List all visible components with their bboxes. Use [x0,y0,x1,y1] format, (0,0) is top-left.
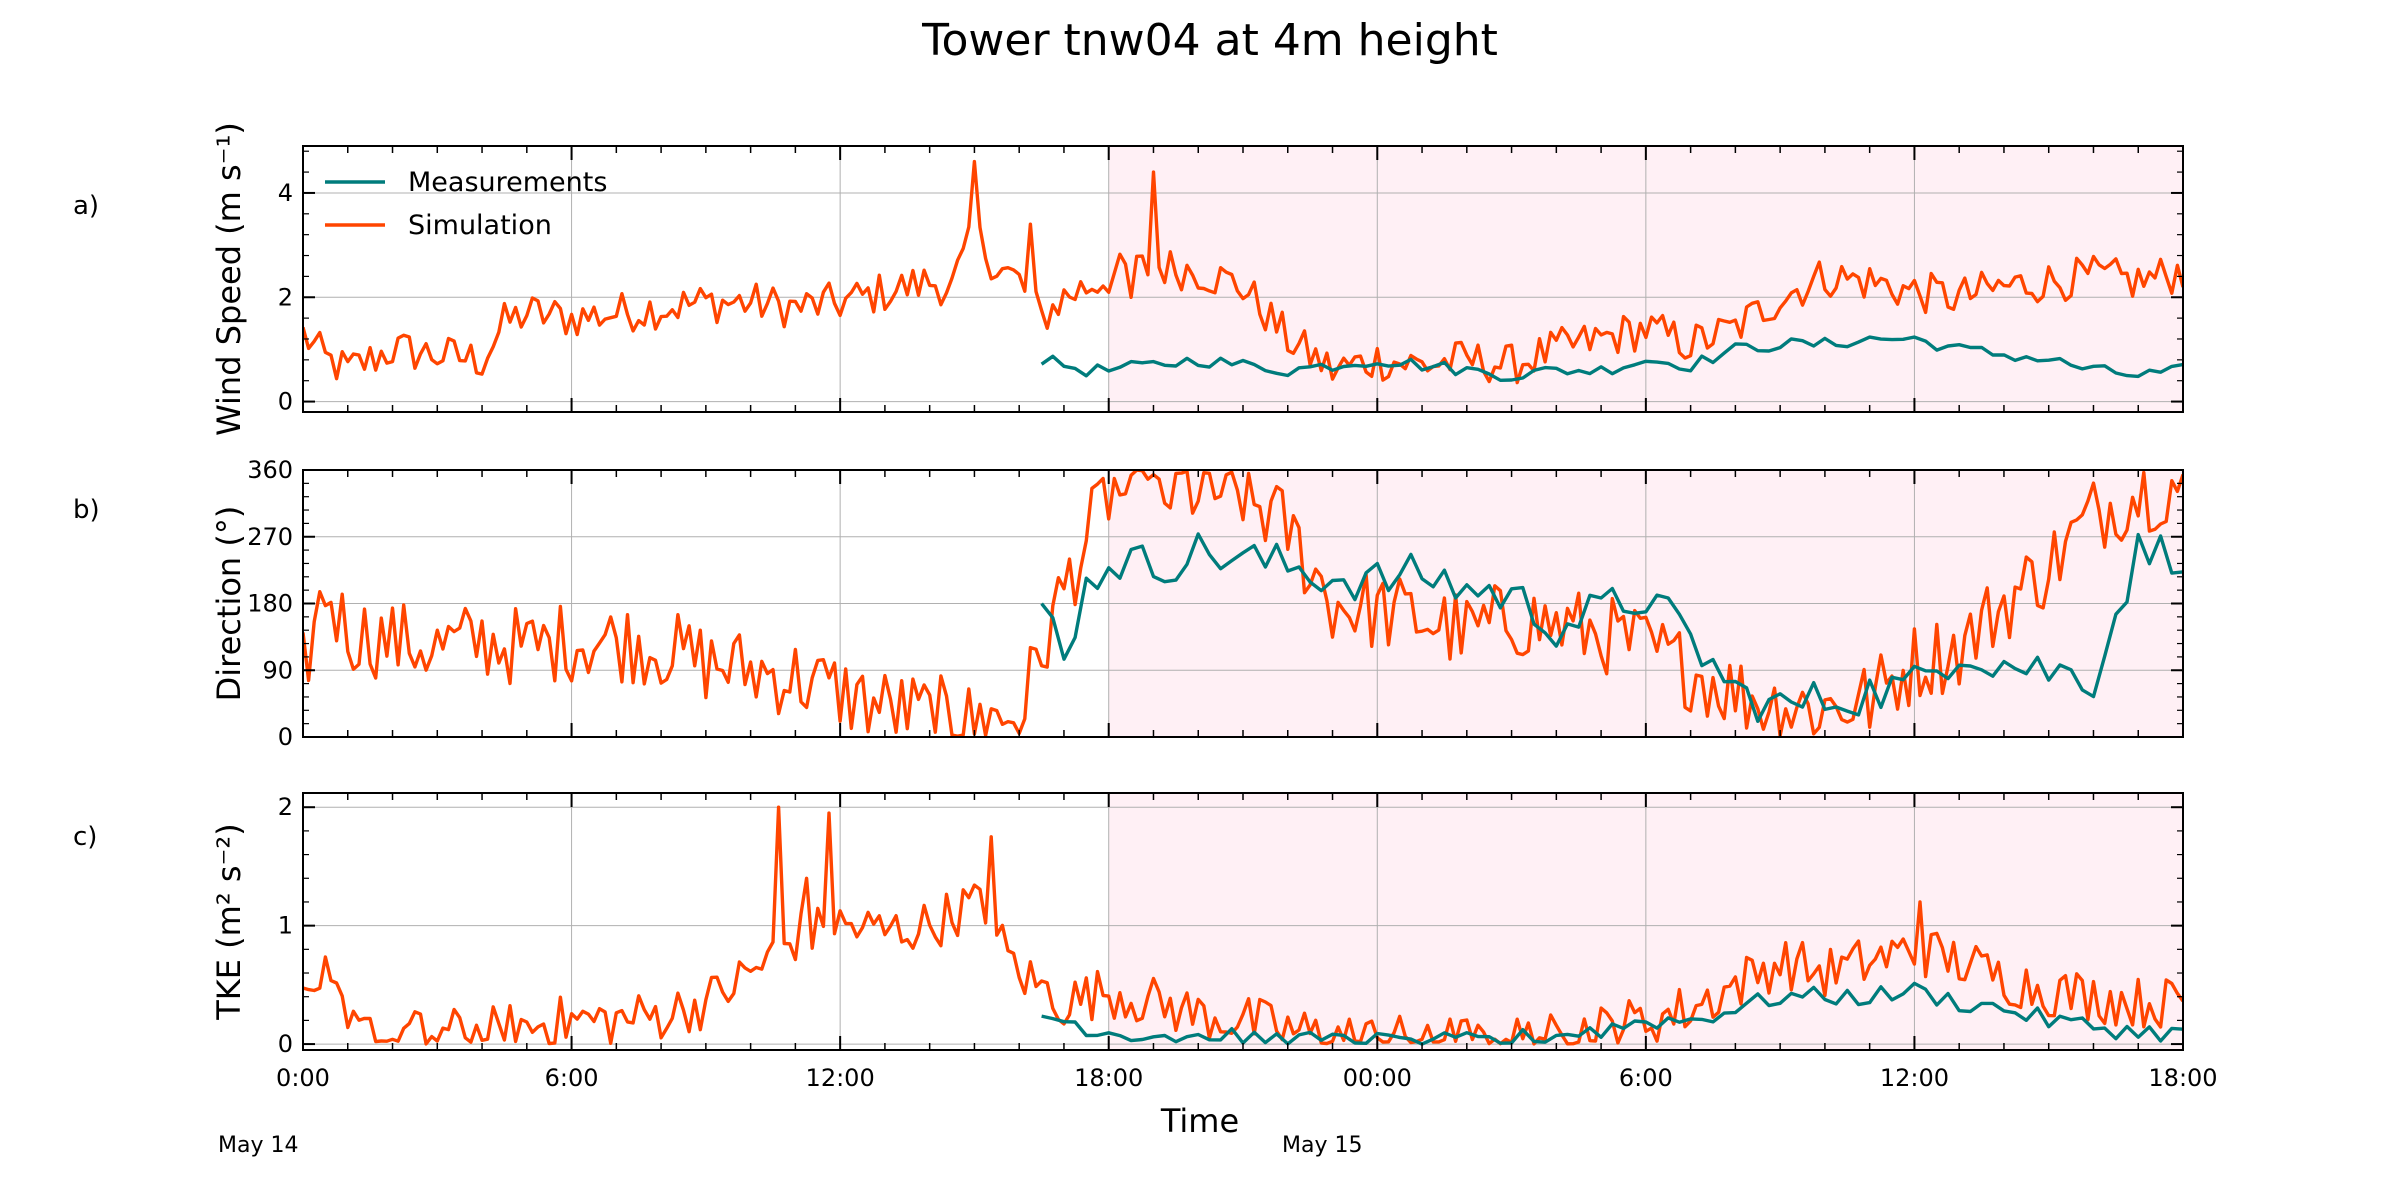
series-line-measurements [1041,981,2183,1046]
x-tick-label: 00:00 [1343,1064,1412,1092]
series-group [303,470,2183,737]
x-tick-label: 6:00 [545,1064,599,1092]
x-tick-label: 6:00 [1619,1064,1673,1092]
series-line-simulation [303,805,2183,1046]
y-axis-label: Wind Speed (m s⁻¹) [210,122,248,436]
panel-c: 0 1 2 c) TKE (m² s⁻²) 0:00 6:00 12:00 18:00 00:00… [73,792,2218,1092]
y-tick-label: 0 [278,388,293,416]
legend-label-simulation: Simulation [408,210,552,241]
x-tick-label: 18:00 [1074,1064,1143,1092]
y-tick-label: 0 [278,1030,293,1058]
y-tick-label: 0 [278,723,293,751]
date-labels: May 14 May 15 [218,1133,1362,1158]
date-label: May 14 [218,1133,298,1158]
y-axis-label: Direction (°) [210,506,248,702]
y-tick-label: 180 [247,590,293,618]
panel-label: a) [73,191,99,221]
series-line-simulation [303,470,2183,737]
y-tick-label: 360 [247,456,293,484]
x-tick-label: 0:00 [276,1064,330,1092]
y-tick-label: 2 [278,793,293,821]
x-axis-label: Time [1160,1102,1239,1140]
series-group [303,805,2183,1046]
y-tick-label: 2 [278,283,293,311]
series-line-simulation [303,159,2183,385]
chart-title: Tower tnw04 at 4m height [921,15,1498,66]
x-tick-label: 12:00 [806,1064,875,1092]
y-axis-label: TKE (m² s⁻²) [210,823,248,1020]
panels: 0 2 4 a) Wind Speed (m s⁻¹) Measurements Simul… [73,122,2218,1092]
date-label: May 15 [1282,1133,1362,1158]
panel-label: c) [73,822,97,852]
y-tick-label: 90 [262,656,293,684]
series-line-measurements [1040,532,2183,723]
y-tick-label: 4 [278,179,293,207]
y-tick-label: 1 [278,912,293,940]
y-tick-label: 270 [247,523,293,551]
legend: Measurements Simulation [325,167,607,241]
x-tick-label: 18:00 [2148,1064,2217,1092]
legend-label-measurements: Measurements [408,167,607,198]
series-line-measurements [1040,335,2183,382]
panel-a: 0 2 4 a) Wind Speed (m s⁻¹) Measurements Simul… [73,122,2184,436]
x-tick-label: 12:00 [1880,1064,1949,1092]
series-group [303,159,2183,385]
panel-label: b) [73,495,100,525]
panel-b: 0 90 180 270 360 b) Direction (°) [73,456,2184,751]
